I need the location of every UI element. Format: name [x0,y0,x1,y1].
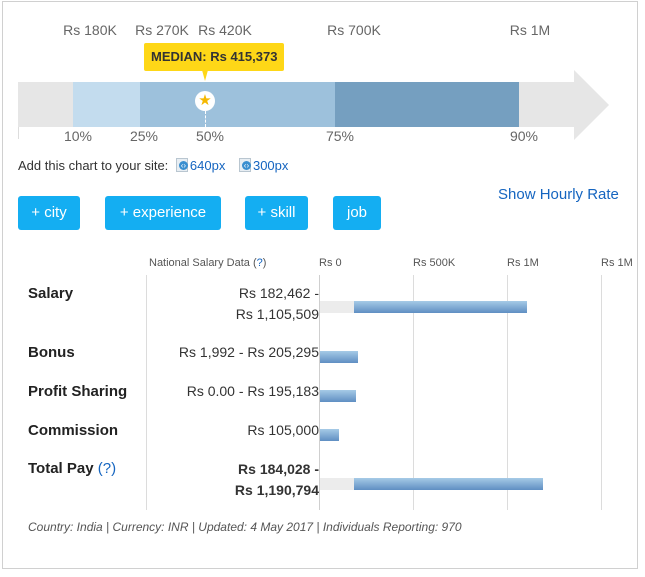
job-button[interactable]: job [333,196,381,230]
percentile-label-50: 50% [195,128,225,144]
add-skill-button[interactable]: + skill [245,196,308,230]
value-label-p25: Rs 270K [135,22,189,38]
embed-300-link[interactable]: 300px [238,158,289,173]
percentile-label-25: 25% [129,128,159,144]
embed-640-label: 640px [189,158,226,173]
bar-range [354,478,543,490]
national-salary-header: National Salary Data (?) [149,257,266,269]
embed-row: Add this chart to your site: 640px 300px [18,158,288,173]
percentile-label-10: 10% [63,128,93,144]
value-label-p50: Rs 420K [198,22,252,38]
percentile-label-90: 90% [509,128,539,144]
column-header-label: National Salary Data ( [149,257,257,269]
value-line: Rs 184,028 - [238,461,319,477]
embed-300-label: 300px [252,158,289,173]
value-line: Rs 1,190,794 [234,482,319,498]
value-label-p10: Rs 180K [63,22,117,38]
embed-code-icon [238,158,251,172]
row-value: Rs 1,992 - Rs 205,295 [178,344,319,360]
axis-tick-1m: Rs 1M [507,257,539,269]
gridline-0 [319,275,320,510]
row-value: Rs 105,000 [247,422,319,438]
bar-range [320,351,358,363]
track-left-tick [18,127,19,139]
row-label: Bonus [28,344,75,361]
row-label: Commission [28,422,119,439]
help-icon[interactable]: ? [256,257,263,269]
percentile-label-75: 75% [325,128,355,144]
axis-tick-1m-b: Rs 1M [601,257,633,269]
row-label: Salary [28,285,74,302]
bar-offset [320,301,354,313]
median-tooltip: MEDIAN: Rs 415,373 [144,43,285,81]
row-label: Total Pay (?) [28,460,116,477]
row-label: Profit Sharing [28,383,128,400]
gridline-1m [507,275,508,510]
gridline-1m-b [601,275,602,510]
column-divider [146,275,147,510]
embed-code-icon [175,158,188,172]
bar-range [320,429,339,441]
row-label-text: Total Pay [28,460,94,477]
footer-meta: Country: India | Currency: INR | Updated… [28,520,462,534]
median-line [205,111,206,127]
gridline-500k [413,275,414,510]
row-value: Rs 0.00 - Rs 195,183 [186,383,319,399]
arrow-head-icon [574,70,609,140]
segment-p25-p75 [140,82,335,127]
bar-range [320,390,356,402]
embed-640-link[interactable]: 640px [175,158,226,173]
value-line: Rs 1,105,509 [235,306,319,322]
segment-p75-p90 [335,82,519,127]
bar-offset [320,478,354,490]
show-hourly-rate-link[interactable]: Show Hourly Rate [498,186,619,203]
value-label-p90: Rs 1M [509,22,551,38]
star-icon[interactable]: ★ [195,91,215,111]
add-city-button[interactable]: + city [18,196,80,230]
axis-tick-500k: Rs 500K [413,257,456,269]
embed-label: Add this chart to your site: [18,158,169,173]
add-experience-button[interactable]: + experience [105,196,221,230]
axis-tick-0: Rs 0 [319,257,342,269]
row-value: Rs 184,028 - Rs 1,190,794 [235,459,319,501]
column-header-close: ) [262,257,267,269]
segment-p10-p25 [73,82,140,127]
value-label-p75: Rs 700K [327,22,381,38]
help-icon[interactable]: (?) [97,460,117,477]
bar-range [354,301,527,313]
row-value: Rs 182,462 - Rs 1,105,509 [236,283,319,325]
value-line: Rs 182,462 - [238,285,319,301]
